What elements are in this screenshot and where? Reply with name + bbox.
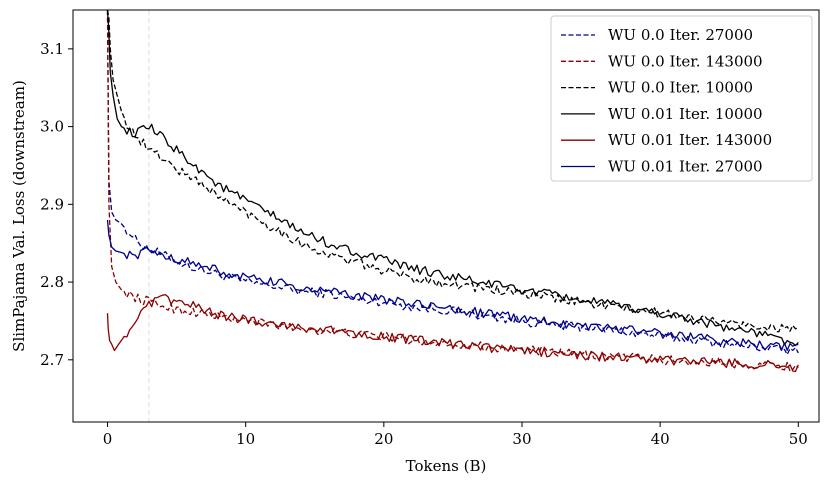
x-axis-label: Tokens (B) [406,457,487,475]
y-tick-label: 2.7 [40,351,64,369]
y-tick-label: 2.9 [40,195,64,213]
series-line-4 [106,9,799,347]
y-tick-label: 3.0 [40,118,64,136]
series-line-1 [106,9,799,356]
legend-label-5: WU 0.01 Iter. 143000 [608,131,772,149]
legend-label-6: WU 0.01 Iter. 27000 [608,158,763,176]
plot-frame [72,9,820,423]
y-axis-ticks: 2.7 2.8 2.9 3.0 3.1 [40,40,73,369]
x-tick-label: 30 [512,430,531,448]
x-tick-label: 40 [651,430,670,448]
series-line-5 [106,294,799,373]
y-axis-label: SlimPajama Val. Loss (downstream) [10,80,28,352]
y-tick-label: 2.8 [40,273,64,291]
legend-label-2: WU 0.0 Iter. 143000 [608,52,763,70]
legend-label-4: WU 0.01 Iter. 10000 [608,105,763,123]
series-layer [106,9,799,373]
legend: WU 0.0 Iter. 27000 WU 0.0 Iter. 143000 WU … [550,15,813,182]
series-line-6 [106,219,799,351]
legend-box [550,15,813,182]
x-tick-label: 0 [103,430,113,448]
y-tick-label: 3.1 [40,40,64,58]
x-tick-label: 20 [374,430,393,448]
x-tick-label: 10 [236,430,255,448]
legend-label-1: WU 0.0 Iter. 27000 [608,26,753,44]
series-line-2 [106,9,799,372]
x-axis-ticks: 0 10 20 30 40 50 [103,422,808,448]
x-tick-label: 50 [789,430,808,448]
legend-label-3: WU 0.0 Iter. 10000 [608,79,753,97]
series-line-3 [106,9,799,333]
